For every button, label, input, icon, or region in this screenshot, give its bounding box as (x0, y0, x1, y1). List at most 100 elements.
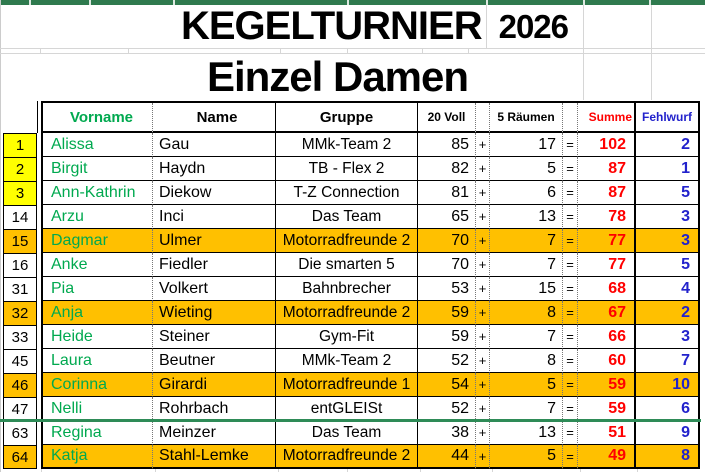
summe-cell[interactable]: 59 (577, 373, 634, 397)
raeumen-cell[interactable]: 7 (489, 397, 562, 421)
voll-cell[interactable]: 59 (417, 301, 475, 325)
summe-cell[interactable]: 49 (577, 445, 634, 469)
rank-cell[interactable]: 15 (3, 229, 37, 253)
summe-cell[interactable]: 68 (577, 277, 634, 301)
gruppe-cell[interactable]: Motorradfreunde 2 (275, 229, 417, 253)
raeumen-cell[interactable]: 17 (489, 133, 562, 157)
vorname-cell[interactable]: Pia (43, 277, 152, 301)
name-cell[interactable]: Meinzer (152, 421, 275, 445)
rank-cell[interactable]: 14 (3, 205, 37, 229)
fehlwurf-cell[interactable]: 3 (634, 205, 698, 229)
fehlwurf-cell[interactable]: 6 (634, 397, 698, 421)
name-cell[interactable]: Wieting (152, 301, 275, 325)
gruppe-cell[interactable]: Gym-Fit (275, 325, 417, 349)
voll-cell[interactable]: 52 (417, 397, 475, 421)
column-header-gruppe[interactable]: Gruppe (275, 103, 417, 133)
summe-cell[interactable]: 87 (577, 157, 634, 181)
voll-cell[interactable]: 59 (417, 325, 475, 349)
column-header-summe[interactable]: Summe (577, 103, 634, 133)
name-cell[interactable]: Haydn (152, 157, 275, 181)
vorname-cell[interactable]: Anke (43, 253, 152, 277)
fehlwurf-cell[interactable]: 4 (634, 277, 698, 301)
summe-cell[interactable]: 67 (577, 301, 634, 325)
gruppe-cell[interactable]: Motorradfreunde 2 (275, 445, 417, 469)
name-cell[interactable]: Beutner (152, 349, 275, 373)
raeumen-cell[interactable]: 5 (489, 373, 562, 397)
name-cell[interactable]: Gau (152, 133, 275, 157)
name-cell[interactable]: Inci (152, 205, 275, 229)
fehlwurf-cell[interactable]: 2 (634, 301, 698, 325)
name-cell[interactable]: Stahl-Lemke (152, 445, 275, 469)
vorname-cell[interactable]: Heide (43, 325, 152, 349)
gruppe-cell[interactable]: Das Team (275, 205, 417, 229)
voll-cell[interactable]: 81 (417, 181, 475, 205)
name-cell[interactable]: Girardi (152, 373, 275, 397)
vorname-cell[interactable]: Ann-Kathrin (43, 181, 152, 205)
rank-cell[interactable]: 2 (3, 157, 37, 181)
fehlwurf-cell[interactable]: 5 (634, 181, 698, 205)
gruppe-cell[interactable]: Motorradfreunde 1 (275, 373, 417, 397)
gruppe-cell[interactable]: Motorradfreunde 2 (275, 301, 417, 325)
gruppe-cell[interactable]: MMk-Team 2 (275, 349, 417, 373)
voll-cell[interactable]: 54 (417, 373, 475, 397)
raeumen-cell[interactable]: 13 (489, 205, 562, 229)
column-header-name[interactable]: Name (152, 103, 275, 133)
fehlwurf-cell[interactable]: 3 (634, 325, 698, 349)
rank-cell[interactable]: 32 (3, 301, 37, 325)
rank-cell[interactable]: 3 (3, 181, 37, 205)
summe-cell[interactable]: 59 (577, 397, 634, 421)
raeumen-cell[interactable]: 7 (489, 253, 562, 277)
gruppe-cell[interactable]: entGLEISt (275, 397, 417, 421)
raeumen-cell[interactable]: 6 (489, 181, 562, 205)
summe-cell[interactable]: 78 (577, 205, 634, 229)
vorname-cell[interactable]: Anja (43, 301, 152, 325)
fehlwurf-cell[interactable]: 7 (634, 349, 698, 373)
vorname-cell[interactable]: Arzu (43, 205, 152, 229)
column-header-5raeumen[interactable]: 5 Räumen (489, 103, 562, 133)
summe-cell[interactable]: 102 (577, 133, 634, 157)
fehlwurf-cell[interactable]: 5 (634, 253, 698, 277)
gruppe-cell[interactable]: Bahnbrecher (275, 277, 417, 301)
rank-cell[interactable]: 33 (3, 325, 37, 349)
voll-cell[interactable]: 52 (417, 349, 475, 373)
raeumen-cell[interactable]: 13 (489, 421, 562, 445)
raeumen-cell[interactable]: 5 (489, 445, 562, 469)
rank-cell[interactable]: 1 (3, 133, 37, 157)
raeumen-cell[interactable]: 7 (489, 325, 562, 349)
page-subtitle[interactable]: Einzel Damen (206, 52, 469, 100)
voll-cell[interactable]: 44 (417, 445, 475, 469)
vorname-cell[interactable]: Nelli (43, 397, 152, 421)
column-header-20voll[interactable]: 20 Voll (417, 103, 475, 133)
vorname-cell[interactable]: Corinna (43, 373, 152, 397)
summe-cell[interactable]: 60 (577, 349, 634, 373)
raeumen-cell[interactable]: 15 (489, 277, 562, 301)
raeumen-cell[interactable]: 5 (489, 157, 562, 181)
name-cell[interactable]: Volkert (152, 277, 275, 301)
vorname-cell[interactable]: Regina (43, 421, 152, 445)
voll-cell[interactable]: 85 (417, 133, 475, 157)
summe-cell[interactable]: 77 (577, 229, 634, 253)
vorname-cell[interactable]: Alissa (43, 133, 152, 157)
rank-cell[interactable]: 31 (3, 277, 37, 301)
voll-cell[interactable]: 38 (417, 421, 475, 445)
vorname-cell[interactable]: Dagmar (43, 229, 152, 253)
fehlwurf-cell[interactable]: 9 (634, 421, 698, 445)
rank-cell[interactable]: 63 (3, 421, 37, 445)
summe-cell[interactable]: 77 (577, 253, 634, 277)
rank-cell[interactable]: 47 (3, 397, 37, 421)
column-header-vorname[interactable]: Vorname (43, 103, 152, 133)
vorname-cell[interactable]: Birgit (43, 157, 152, 181)
fehlwurf-cell[interactable]: 8 (634, 445, 698, 469)
column-header-fehlwurf[interactable]: Fehlwurf (634, 103, 698, 133)
vorname-cell[interactable]: Katja (43, 445, 152, 469)
fehlwurf-cell[interactable]: 10 (634, 373, 698, 397)
name-cell[interactable]: Ulmer (152, 229, 275, 253)
rank-cell[interactable]: 46 (3, 373, 37, 397)
voll-cell[interactable]: 70 (417, 253, 475, 277)
voll-cell[interactable]: 65 (417, 205, 475, 229)
summe-cell[interactable]: 87 (577, 181, 634, 205)
summe-cell[interactable]: 66 (577, 325, 634, 349)
rank-cell[interactable]: 16 (3, 253, 37, 277)
raeumen-cell[interactable]: 8 (489, 349, 562, 373)
rank-cell[interactable]: 45 (3, 349, 37, 373)
